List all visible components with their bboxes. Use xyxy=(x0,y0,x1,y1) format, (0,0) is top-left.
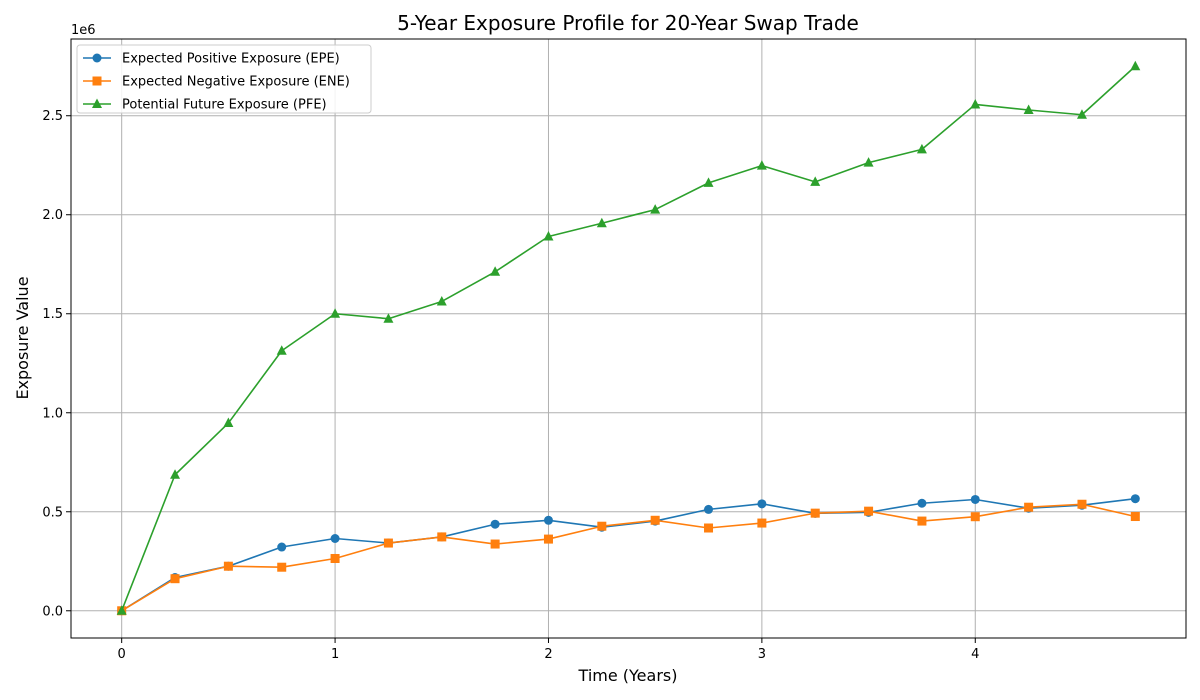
data-point xyxy=(490,539,500,549)
data-point xyxy=(116,605,127,615)
x-axis-label: Time (Years) xyxy=(578,666,678,685)
data-point xyxy=(864,506,874,516)
legend-label: Expected Positive Exposure (EPE) xyxy=(122,52,340,67)
data-point xyxy=(277,542,287,552)
plot-frame xyxy=(70,38,1187,639)
data-point xyxy=(757,499,767,509)
y-tick-label: 0.5 xyxy=(42,505,63,520)
data-point xyxy=(543,515,553,525)
data-point xyxy=(330,553,340,563)
legend-label: Potential Future Exposure (PFE) xyxy=(122,98,327,113)
legend-box xyxy=(76,44,372,114)
data-point xyxy=(1023,104,1034,114)
data-point xyxy=(170,469,181,479)
data-point xyxy=(490,519,500,529)
y-tick-label: 1.5 xyxy=(42,307,63,322)
data-point xyxy=(704,523,714,533)
y-tick-label: 2.0 xyxy=(42,208,63,223)
data-point xyxy=(223,417,234,428)
data-point xyxy=(223,561,233,571)
series-line xyxy=(120,65,1136,612)
data-point xyxy=(917,498,927,508)
data-point xyxy=(276,345,287,355)
y-axis-label: Exposure Value xyxy=(13,276,32,399)
data-point xyxy=(810,176,821,186)
data-point xyxy=(383,538,393,548)
x-tick-label: 0 xyxy=(118,647,126,662)
data-point xyxy=(277,562,287,572)
series-line xyxy=(121,497,1136,612)
series-line xyxy=(121,503,1136,612)
data-point xyxy=(330,533,340,543)
legend-marker xyxy=(92,98,102,108)
legend-marker xyxy=(92,53,102,63)
legend-label: Expected Negative Exposure (ENE) xyxy=(122,75,350,90)
data-point xyxy=(543,231,554,241)
chart-title: 5-Year Exposure Profile for 20-Year Swap… xyxy=(397,11,859,35)
y-tick-label: 0.0 xyxy=(42,604,63,619)
y-axis-scale-label: 1e6 xyxy=(71,23,96,38)
data-point xyxy=(757,518,767,528)
x-tick-label: 4 xyxy=(971,647,979,662)
data-point xyxy=(330,308,341,318)
legend-entry: Expected Negative Exposure (ENE) xyxy=(83,75,350,90)
data-point xyxy=(970,98,981,109)
data-point xyxy=(170,574,180,584)
series-group xyxy=(116,60,1141,616)
data-point xyxy=(970,512,980,522)
data-point xyxy=(437,532,447,542)
data-point xyxy=(1024,502,1034,512)
data-point xyxy=(703,177,714,187)
data-point xyxy=(597,521,607,531)
data-point xyxy=(543,534,553,544)
data-point xyxy=(810,508,820,518)
series-2 xyxy=(117,499,1140,616)
data-point xyxy=(596,217,607,228)
data-point xyxy=(863,157,874,167)
legend-entry: Expected Positive Exposure (EPE) xyxy=(83,52,340,67)
y-tick-label: 1.0 xyxy=(42,406,63,421)
data-point xyxy=(650,204,661,214)
data-point xyxy=(1130,60,1141,71)
data-point xyxy=(917,516,927,526)
data-point xyxy=(383,313,394,323)
data-point xyxy=(650,515,660,525)
series-1 xyxy=(117,494,1140,616)
x-tick-label: 3 xyxy=(758,647,766,662)
y-tick-label: 2.5 xyxy=(42,109,63,124)
data-point xyxy=(704,504,714,514)
x-tick-label: 2 xyxy=(544,647,552,662)
data-point xyxy=(1130,512,1140,522)
axis-ticks: 0 1 2 3 4 0.0 0.5 1.0 1.5 2.0 2.5 xyxy=(42,109,979,662)
legend-marker xyxy=(92,76,102,86)
data-point xyxy=(916,143,927,154)
x-tick-label: 1 xyxy=(331,647,339,662)
data-point xyxy=(1130,494,1140,504)
legend-entry: Potential Future Exposure (PFE) xyxy=(83,98,327,113)
legend: Expected Positive Exposure (EPE) Expected… xyxy=(76,44,372,114)
data-point xyxy=(1077,499,1087,509)
series-3 xyxy=(116,60,1141,615)
data-point xyxy=(756,160,767,170)
data-point xyxy=(490,266,501,276)
data-point xyxy=(970,494,980,504)
grid xyxy=(71,39,1186,638)
data-point xyxy=(1076,109,1087,119)
data-point xyxy=(436,295,447,306)
